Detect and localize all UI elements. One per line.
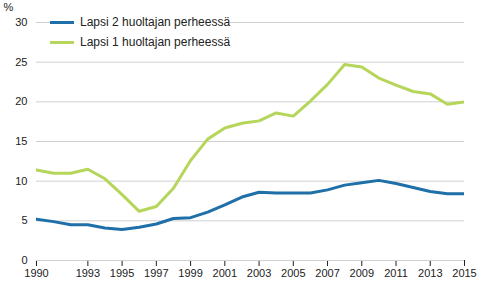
svg-text:2007: 2007 bbox=[315, 267, 339, 279]
svg-text:2009: 2009 bbox=[350, 267, 374, 279]
svg-text:%: % bbox=[4, 1, 14, 13]
svg-text:10: 10 bbox=[15, 175, 27, 187]
svg-text:15: 15 bbox=[15, 135, 27, 147]
svg-text:1999: 1999 bbox=[178, 267, 202, 279]
svg-text:2011: 2011 bbox=[384, 267, 408, 279]
svg-text:2003: 2003 bbox=[247, 267, 271, 279]
svg-text:1997: 1997 bbox=[144, 267, 168, 279]
html-text:Lapsi 1 huoltajan perheessä: Lapsi 1 huoltajan perheessä bbox=[80, 35, 231, 49]
svg-text:0: 0 bbox=[21, 254, 27, 266]
svg-text:1995: 1995 bbox=[110, 267, 134, 279]
svg-text:1993: 1993 bbox=[76, 267, 100, 279]
svg-text:2013: 2013 bbox=[418, 267, 442, 279]
html-text:Lapsi 2 huoltajan perheessä: Lapsi 2 huoltajan perheessä bbox=[80, 15, 231, 29]
svg-text:30: 30 bbox=[15, 16, 27, 28]
svg-text:20: 20 bbox=[15, 95, 27, 107]
svg-text:2015: 2015 bbox=[452, 267, 476, 279]
svg-text:1990: 1990 bbox=[24, 267, 48, 279]
svg-text:2005: 2005 bbox=[281, 267, 305, 279]
svg-text:25: 25 bbox=[15, 56, 27, 68]
svg-text:5: 5 bbox=[21, 214, 27, 226]
svg-text:2001: 2001 bbox=[213, 267, 237, 279]
